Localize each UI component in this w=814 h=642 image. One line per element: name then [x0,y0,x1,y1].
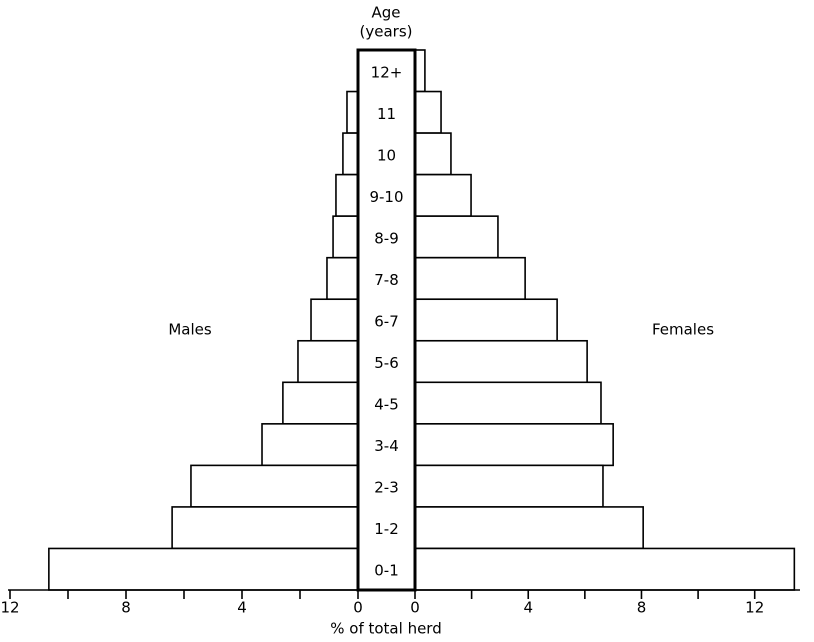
bar [282,381,359,425]
category-label: 6-7 [374,313,399,331]
bar [414,506,644,550]
category-label: 9-10 [369,188,403,206]
x-label: % of total herd [330,620,441,638]
x-tick-label: 0 [410,599,420,617]
category-label: 2-3 [374,479,399,497]
bar [171,506,359,550]
bar [414,173,472,217]
category-label: 0-1 [374,562,399,580]
bar [335,173,359,217]
legend-label: Males [168,321,212,339]
category-label: 1-2 [374,520,399,538]
bar [414,547,796,591]
category-label: 8-9 [374,229,399,247]
bar [414,256,526,301]
x-tick-label: 12 [745,599,764,617]
x-tick-label: 8 [637,599,647,617]
y-label: (years) [360,23,413,41]
bar [190,464,359,508]
bar [414,339,588,384]
age-column [356,48,417,592]
bar [346,90,359,134]
bar [326,256,359,301]
bar [414,381,602,425]
bar [48,547,359,591]
bar [261,423,359,467]
legend-label: Females [652,321,714,339]
category-label: 7-8 [374,271,399,289]
bar [310,298,359,342]
x-tick-label: 0 [353,599,363,617]
bar [414,132,452,176]
bar [297,339,359,384]
bar [414,464,604,508]
category-label: 12+ [371,63,403,81]
category-label: 3-4 [374,437,399,455]
x-tick-label: 12 [0,599,19,617]
category-label: 4-5 [374,396,399,414]
x-tick-label: 8 [121,599,131,617]
category-label: 10 [377,146,396,164]
bar [414,90,442,134]
x-tick-label: 4 [237,599,247,617]
bar [332,215,359,259]
y-label: Age [371,4,400,22]
bar [414,215,499,259]
category-label: 11 [377,105,396,123]
category-label: 5-6 [374,354,399,372]
bar [414,298,558,342]
x-tick-label: 4 [523,599,533,617]
bar [342,132,359,176]
bar [414,423,614,467]
